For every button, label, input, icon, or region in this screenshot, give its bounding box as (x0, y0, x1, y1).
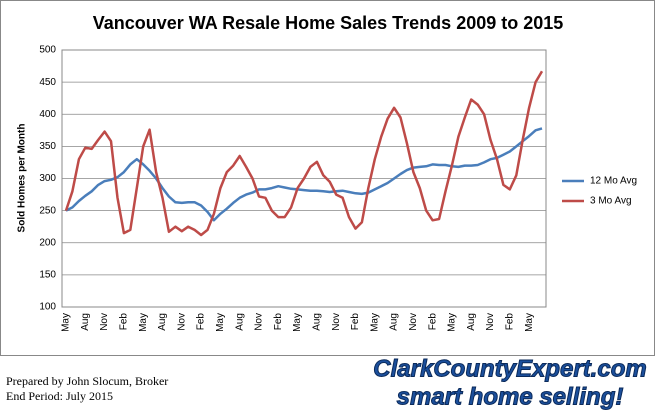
plot-border (61, 49, 547, 308)
x-tick-label: Aug (234, 313, 245, 331)
logo-tagline: smart home selling! (397, 383, 624, 410)
x-tick-label: Feb (504, 313, 515, 331)
x-tick-label: Aug (80, 313, 91, 331)
x-tick-label: May (61, 313, 72, 332)
x-tick-label: May (369, 313, 380, 332)
y-tick-label: 300 (39, 173, 56, 184)
series-line (64, 70, 544, 237)
x-tick-label: Nov (99, 313, 110, 331)
x-tick-label: Nov (176, 313, 187, 331)
x-tick-label: Feb (427, 313, 438, 331)
x-tick-label: May (215, 313, 226, 332)
y-tick-label: 200 (39, 237, 56, 248)
x-tick-label: May (138, 313, 149, 332)
series-line (65, 127, 543, 222)
x-tick-label: Nov (254, 313, 265, 331)
x-tick-label: Nov (408, 313, 419, 331)
x-tick-label: Nov (331, 313, 342, 331)
x-tick-label: May (292, 313, 303, 332)
x-tick-label: Aug (157, 313, 168, 331)
x-tick-label: May (524, 313, 535, 332)
x-tick-label: Aug (389, 313, 400, 331)
x-tick-label: Aug (312, 313, 323, 331)
footer-prepared: Prepared by John Slocum, Broker (6, 374, 168, 388)
y-tick-label: 500 (39, 45, 56, 56)
x-tick-label: Feb (196, 313, 207, 331)
y-tick-label: 450 (39, 77, 56, 88)
y-axis-label: Sold Homes per Month (17, 124, 28, 233)
logo-site: ClarkCountyExpert.com (373, 355, 646, 382)
x-tick-label: Aug (466, 313, 477, 331)
x-tick-label: Nov (485, 313, 496, 331)
y-tick-label: 100 (39, 302, 56, 313)
x-tick-label: Feb (273, 313, 284, 331)
y-tick-label: 350 (39, 141, 56, 152)
x-tick-label: Feb (119, 313, 130, 331)
y-tick-label: 250 (39, 205, 56, 216)
x-tick-label: May (447, 313, 458, 332)
y-tick-label: 150 (39, 270, 56, 281)
chart-title: Vancouver WA Resale Home Sales Trends 20… (93, 13, 564, 33)
footer-period: End Period: July 2015 (6, 389, 113, 403)
y-tick-label: 400 (39, 109, 56, 120)
legend-label: 3 Mo Avg (590, 196, 632, 207)
x-tick-label: Feb (350, 313, 361, 331)
legend-label: 12 Mo Avg (590, 176, 637, 187)
